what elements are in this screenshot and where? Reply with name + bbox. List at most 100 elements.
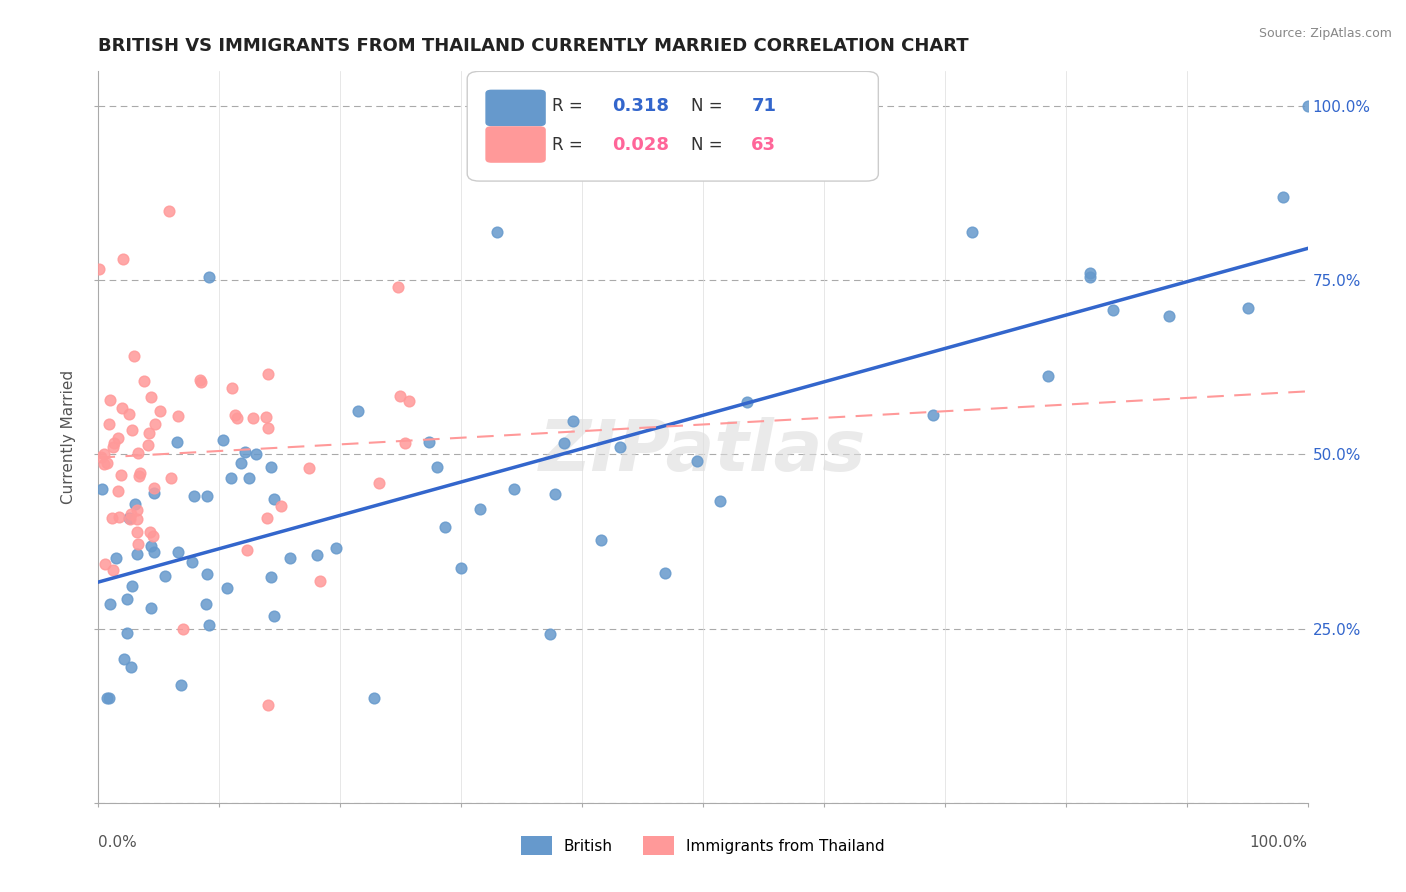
Point [122,349,145,363]
Point [544,487,567,501]
Point [91,483,114,497]
Point [143,417,166,431]
Point [128,468,150,483]
Point [139,524,162,539]
Point [468,501,491,516]
Point [389,389,412,403]
Point [103,436,125,450]
Text: Source: ZipAtlas.com: Source: ZipAtlas.com [1258,27,1392,40]
Point [127,524,149,539]
Point [110,467,132,482]
Point [245,447,267,461]
Point [89,261,111,276]
Point [259,570,281,584]
Point [263,608,285,623]
FancyBboxPatch shape [467,71,879,181]
Point [138,425,160,440]
Point [242,410,264,425]
Point [141,539,163,553]
Point [120,512,142,526]
Point [654,566,676,581]
Point [118,407,141,421]
Point [115,626,138,640]
Text: 100.0%: 100.0% [1250,835,1308,850]
Point [229,456,252,470]
Point [153,569,176,583]
Point [1078,269,1101,284]
Point [149,404,172,418]
Point [97,691,120,706]
Point [111,252,134,267]
Point [450,561,472,575]
Point [1102,302,1125,317]
Point [98,597,121,611]
Point [224,408,246,422]
Point [197,617,219,632]
Point [270,500,292,514]
Point [111,401,134,415]
Point [112,652,135,666]
Point [254,410,277,425]
Point [115,591,138,606]
Point [591,533,613,548]
Point [363,691,385,706]
Point [553,436,575,450]
Point [256,511,278,525]
Point [125,512,148,526]
Point [1159,310,1181,324]
Point [561,414,583,428]
Point [136,438,159,452]
Point [347,404,370,418]
Point [256,421,278,435]
Point [120,659,142,673]
Point [221,381,243,395]
Point [368,476,391,491]
Text: ZIPatlas: ZIPatlas [540,417,866,486]
Point [198,269,221,284]
Point [238,471,260,485]
Point [735,395,758,409]
Point [960,225,983,239]
Point [141,390,163,404]
Point [709,494,731,508]
Point [1036,369,1059,384]
Legend: British, Immigrants from Thailand: British, Immigrants from Thailand [515,830,891,861]
Point [143,481,166,495]
Point [94,557,117,571]
Point [1236,301,1258,316]
Point [172,622,194,636]
Point [125,547,148,561]
FancyBboxPatch shape [485,90,546,127]
Text: 0.0%: 0.0% [98,835,138,850]
Point [260,460,283,475]
Point [124,496,146,510]
Point [120,507,142,521]
Text: 63: 63 [751,136,776,153]
Point [107,432,129,446]
Point [127,537,149,551]
Point [278,550,301,565]
Point [129,466,152,480]
Point [166,435,188,450]
Text: 71: 71 [751,97,776,115]
Point [108,509,131,524]
Point [538,627,561,641]
Point [142,529,165,543]
Point [105,550,128,565]
Point [233,445,256,459]
Point [90,450,112,465]
Y-axis label: Currently Married: Currently Married [60,370,76,504]
Point [121,579,143,593]
Point [132,374,155,388]
Point [1272,190,1295,204]
Point [167,545,190,559]
Point [183,489,205,503]
Point [305,548,328,562]
Text: N =: N = [690,136,728,153]
Point [157,203,180,218]
Point [256,698,278,713]
Point [503,482,526,496]
Point [101,440,124,454]
Point [309,574,332,589]
Point [118,511,141,525]
